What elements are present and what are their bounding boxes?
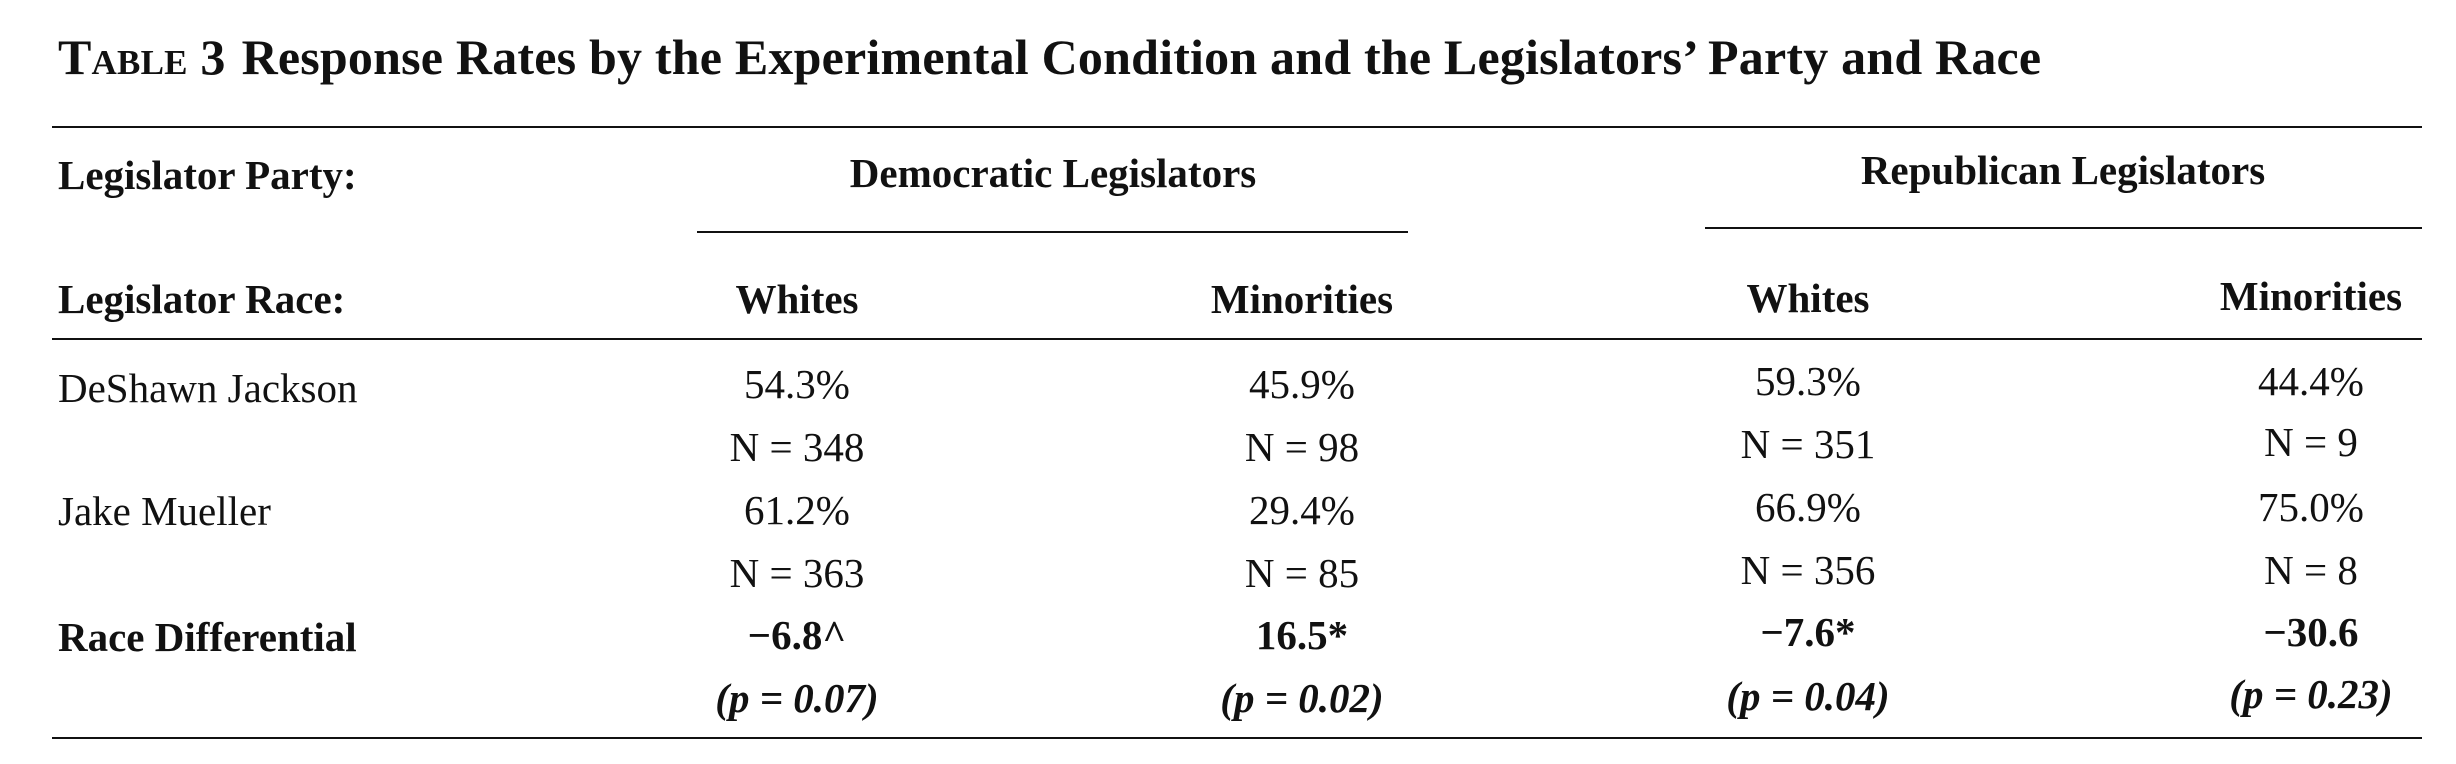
table-cell: 29.4% bbox=[1249, 487, 1355, 533]
table-cell: (p = 0.02) bbox=[1220, 675, 1384, 721]
row-label-race-differential: Race Differential bbox=[58, 614, 357, 660]
dem-whites-header: Whites bbox=[735, 276, 859, 322]
table-cell: N = 98 bbox=[1244, 424, 1360, 470]
table-cell: N = 363 bbox=[729, 550, 865, 596]
top-rule bbox=[52, 126, 2422, 128]
race-row-header: Legislator Race: bbox=[58, 276, 346, 322]
table-cell: −6.8^ bbox=[747, 612, 847, 658]
rep-whites-header: Whites bbox=[1746, 275, 1870, 321]
table-cell: N = 356 bbox=[1740, 547, 1876, 593]
rep-minorities-header: Minorities bbox=[2219, 273, 2403, 319]
table-cell: 44.4% bbox=[2258, 358, 2364, 404]
table-cell: 66.9% bbox=[1755, 484, 1861, 530]
democratic-header: Democratic Legislators bbox=[849, 150, 1257, 196]
table-cell: −30.6 bbox=[2263, 609, 2359, 655]
table-title: Response Rates by the Experimental Condi… bbox=[241, 29, 2042, 85]
table-cell: 59.3% bbox=[1755, 358, 1861, 404]
table-cell: −7.6* bbox=[1760, 609, 1856, 655]
table-caption: Table 3 Response Rates by the Experimenta… bbox=[58, 28, 2041, 86]
table-cell: N = 85 bbox=[1244, 550, 1360, 596]
table-label: Table 3 bbox=[58, 29, 226, 85]
democratic-spanner-rule bbox=[697, 231, 1408, 233]
table-cell: N = 9 bbox=[2264, 419, 2358, 465]
table-cell: 54.3% bbox=[744, 361, 850, 407]
table-cell: 45.9% bbox=[1249, 361, 1355, 407]
dem-minorities-header: Minorities bbox=[1210, 276, 1394, 322]
table-cell: (p = 0.23) bbox=[2229, 671, 2393, 717]
table-cell: 61.2% bbox=[744, 487, 850, 533]
table-cell: 75.0% bbox=[2258, 484, 2364, 530]
table-cell: 16.5* bbox=[1255, 612, 1349, 658]
table-cell: (p = 0.07) bbox=[715, 675, 879, 721]
party-row-header: Legislator Party: bbox=[58, 152, 357, 198]
table-cell: (p = 0.04) bbox=[1726, 673, 1890, 719]
table-cell: N = 348 bbox=[729, 424, 865, 470]
table-cell: N = 8 bbox=[2264, 547, 2358, 593]
row-label-deshawn: DeShawn Jackson bbox=[58, 365, 358, 411]
table-cell: N = 351 bbox=[1740, 421, 1876, 467]
republican-spanner-rule bbox=[1705, 227, 2422, 229]
header-rule bbox=[52, 338, 2422, 340]
row-label-jake: Jake Mueller bbox=[58, 488, 271, 534]
bottom-rule bbox=[52, 737, 2422, 739]
republican-header: Republican Legislators bbox=[1860, 147, 2266, 193]
